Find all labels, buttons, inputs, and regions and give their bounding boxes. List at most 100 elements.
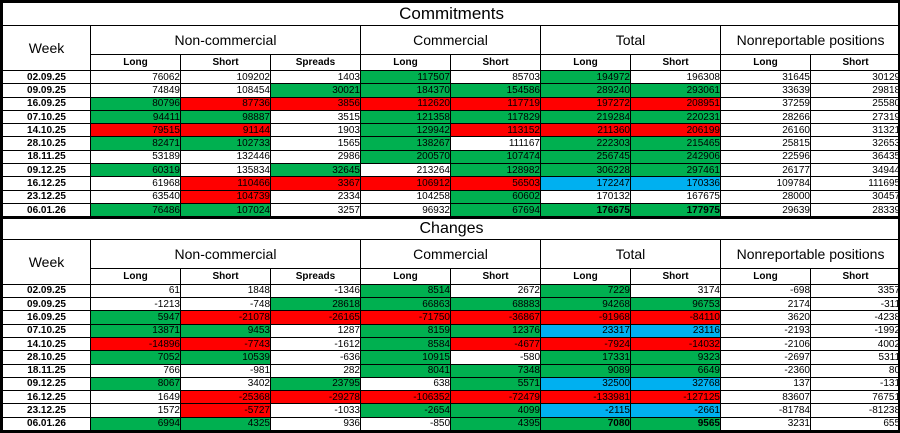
data-cell: 110466 xyxy=(180,176,271,191)
data-cell: 1903 xyxy=(270,123,361,138)
data-cell: -4677 xyxy=(450,336,541,352)
week-cell: 07.10.25 xyxy=(2,323,91,338)
data-cell: 61968 xyxy=(90,176,181,191)
data-cell: 60602 xyxy=(450,189,541,204)
data-cell: -106352 xyxy=(360,390,451,405)
table-row: 02.09.25 76062 109202 1403 117507 85703 194972… xyxy=(2,69,898,85)
data-cell: -26165 xyxy=(270,310,361,325)
data-cell: 76751 xyxy=(809,390,898,405)
week-cell: 09.09.25 xyxy=(2,297,91,312)
data-cell: 29818 xyxy=(809,83,898,98)
data-cell: -1346 xyxy=(270,283,361,299)
data-cell: -2697 xyxy=(720,350,811,365)
week-cell: 28.10.25 xyxy=(2,136,91,151)
data-cell: 60319 xyxy=(90,163,181,178)
data-cell: 132446 xyxy=(180,149,271,165)
data-cell: 108454 xyxy=(180,83,271,98)
table-row: 18.11.25 53189 132446 2986 200570 107474 25674… xyxy=(2,149,898,165)
data-cell: -21078 xyxy=(180,310,271,325)
data-cell: 106912 xyxy=(360,176,451,191)
data-cell: -84110 xyxy=(630,310,721,325)
data-cell: 102733 xyxy=(180,136,271,151)
data-cell: 5947 xyxy=(90,310,181,325)
data-cell: 30457 xyxy=(809,189,898,204)
data-cell: 7229 xyxy=(540,283,631,299)
data-cell: 117829 xyxy=(450,109,541,125)
data-cell: -14032 xyxy=(630,336,721,352)
week-cell: 09.09.25 xyxy=(2,83,91,98)
table-row: 28.10.25 82471 102733 1565 138267 111167 22230… xyxy=(2,136,898,151)
data-cell: 306228 xyxy=(540,163,631,178)
data-cell: 242906 xyxy=(630,149,721,165)
week-cell: 14.10.25 xyxy=(2,336,91,352)
data-cell: 8041 xyxy=(360,363,451,378)
data-cell: 28339 xyxy=(809,202,898,218)
data-cell: 9323 xyxy=(630,350,721,365)
data-cell: 8067 xyxy=(90,376,181,392)
week-cell: 18.11.25 xyxy=(2,149,91,165)
table-row: 23.12.25 1572 -5727 -1033 -2654 4099 -2115 -266… xyxy=(2,403,898,418)
data-cell: 112620 xyxy=(360,96,451,111)
data-cell: 9453 xyxy=(180,323,271,338)
table-row: 07.10.25 94411 98887 3515 121358 117829 219284… xyxy=(2,109,898,125)
data-cell: -2106 xyxy=(720,336,811,352)
data-cell: 6994 xyxy=(90,416,181,431)
data-cell: 2672 xyxy=(450,283,541,299)
data-cell: -36867 xyxy=(450,310,541,325)
week-cell: 16.12.25 xyxy=(2,390,91,405)
data-cell: 154586 xyxy=(450,83,541,98)
data-cell: 196308 xyxy=(630,69,721,85)
data-cell: 104258 xyxy=(360,189,451,204)
data-cell: 82471 xyxy=(90,136,181,151)
group-header-non-commercial: Non-commercial xyxy=(90,238,361,269)
data-cell: 4099 xyxy=(450,403,541,418)
data-cell: 208951 xyxy=(630,96,721,111)
week-cell: 09.12.25 xyxy=(2,376,91,392)
week-cell: 16.12.25 xyxy=(2,176,91,191)
data-cell: -1612 xyxy=(270,336,361,352)
data-cell: 8159 xyxy=(360,323,451,338)
data-cell: 111695 xyxy=(809,176,898,191)
sub-header-spreads: Spreads xyxy=(270,267,361,285)
table-row: 28.10.25 7052 10539 -636 10915 -580 17331 9323-… xyxy=(2,350,898,365)
data-cell: 91144 xyxy=(180,123,271,138)
data-cell: -25368 xyxy=(180,390,271,405)
data-cell: -2661 xyxy=(630,403,721,418)
data-cell: 177975 xyxy=(630,202,721,218)
data-cell: 34944 xyxy=(809,163,898,178)
week-cell: 14.10.25 xyxy=(2,123,91,138)
data-cell: 9089 xyxy=(540,363,631,378)
week-cell: 16.09.25 xyxy=(2,310,91,325)
data-cell: -71750 xyxy=(360,310,451,325)
data-cell: 2986 xyxy=(270,149,361,165)
data-cell: 4325 xyxy=(180,416,271,431)
sub-header-short: Short xyxy=(450,267,541,285)
data-cell: -81238 xyxy=(809,403,898,418)
data-cell: 8584 xyxy=(360,336,451,352)
data-cell: 282 xyxy=(270,363,361,378)
data-cell: 1287 xyxy=(270,323,361,338)
data-cell: 28618 xyxy=(270,297,361,312)
data-cell: 219284 xyxy=(540,109,631,125)
data-cell: 61 xyxy=(90,283,181,299)
data-cell: 36435 xyxy=(809,149,898,165)
data-cell: -91968 xyxy=(540,310,631,325)
data-cell: -1033 xyxy=(270,403,361,418)
data-cell: -14896 xyxy=(90,336,181,352)
sub-header-long: Long xyxy=(90,267,181,285)
data-cell: 220231 xyxy=(630,109,721,125)
data-cell: 30021 xyxy=(270,83,361,98)
group-header-row: Week Non-commercial Commercial Total Non… xyxy=(2,238,898,285)
data-cell: 7052 xyxy=(90,350,181,365)
data-cell: 170132 xyxy=(540,189,631,204)
data-cell: 213264 xyxy=(360,163,451,178)
data-cell: 32500 xyxy=(540,376,631,392)
data-cell: 63540 xyxy=(90,189,181,204)
data-cell: 87736 xyxy=(180,96,271,111)
data-cell: 9565 xyxy=(630,416,721,431)
data-cell: 2334 xyxy=(270,189,361,204)
data-cell: 293061 xyxy=(630,83,721,98)
group-header-commercial: Commercial xyxy=(360,238,541,269)
data-cell: 109202 xyxy=(180,69,271,85)
data-cell: -698 xyxy=(720,283,811,299)
